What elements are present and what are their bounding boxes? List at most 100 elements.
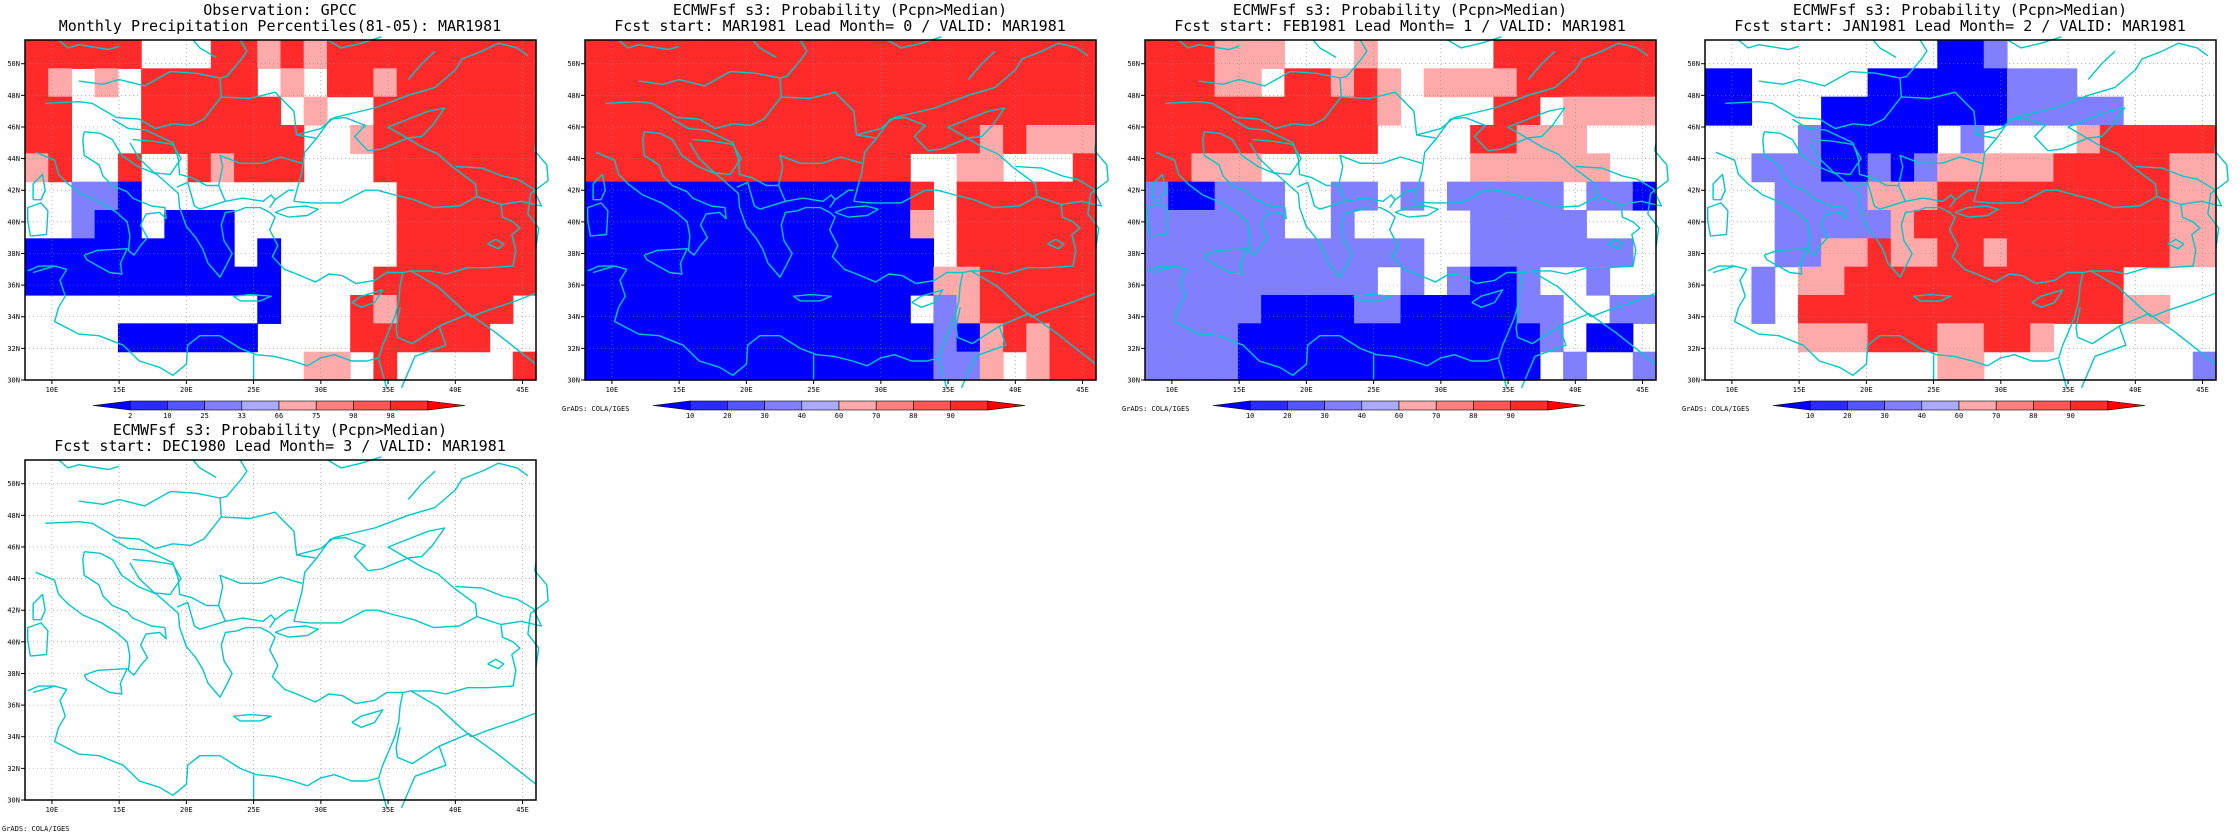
grid-cell [1377, 295, 1402, 324]
grid-cell [1960, 295, 1985, 324]
grid-cell [840, 68, 865, 98]
grads-credit: GrADS: COLA/IGES [2, 825, 70, 833]
grid-cell [1867, 295, 1892, 324]
grid-cell [654, 295, 679, 324]
grid-cell [1705, 68, 1729, 98]
map-canvas: 10E 15E 20E 25E 30E 35E 40E 45E 30N 32N 34N 36N 38N 4… [7, 36, 549, 420]
grid-cell [886, 153, 911, 183]
grid-cell [512, 351, 537, 381]
grid-cell [373, 295, 398, 324]
grid-cell [419, 153, 444, 183]
grid-cell [1937, 210, 1962, 239]
grid-cell [701, 295, 725, 324]
grid-cell [585, 238, 609, 268]
colorbar-label: 10 [1246, 412, 1254, 420]
grid-cell [747, 40, 772, 69]
grid-cell [1237, 295, 1262, 324]
grid-cell [1516, 295, 1541, 324]
grid-cell [48, 40, 73, 69]
colorbar: 10 20 30 40 60 70 80 90 [1772, 400, 2146, 420]
grid-cell [677, 266, 702, 296]
grid-cell [608, 181, 633, 211]
grid-cell [2053, 210, 2078, 239]
grid-cell [396, 210, 421, 239]
grid-cell [94, 181, 119, 211]
grid-cell [1470, 68, 1495, 98]
grid-cell [701, 210, 725, 239]
grid-cell [1168, 238, 1193, 268]
grid-cell [512, 68, 537, 98]
grid-cell [1423, 295, 1448, 324]
lat-tick-label: 32N [7, 345, 20, 353]
grid-cell [466, 68, 491, 98]
lat-tick-label: 36N [567, 282, 580, 290]
grid-cell [1026, 181, 1051, 211]
grid-cell [1586, 181, 1611, 211]
grid-cell [933, 266, 958, 296]
grid-cell [1003, 210, 1027, 239]
grid-cell [1890, 210, 1915, 239]
grid-cell [1214, 238, 1239, 268]
shaded-grid [1145, 40, 1657, 381]
lat-tick-label: 40N [567, 218, 580, 226]
grid-cell [1890, 295, 1915, 324]
grid-cell [724, 323, 749, 353]
grid-cell [1493, 125, 1518, 154]
grid-cell [117, 210, 142, 239]
grid-cell [1330, 351, 1355, 381]
coastlines [1707, 36, 2229, 389]
grid-cell [840, 40, 865, 69]
grid-cell [1072, 68, 1097, 98]
lat-tick-label: 50N [7, 60, 20, 68]
grid-cell [1261, 323, 1285, 353]
grid-cell [1586, 266, 1611, 296]
grid-cell [1049, 295, 1074, 324]
grid-cell [1072, 40, 1097, 69]
grid-cell [1261, 295, 1285, 324]
grid-cell [257, 266, 282, 296]
grid-cell [1914, 323, 1938, 353]
lat-tick-label: 46N [1127, 123, 1140, 131]
grid-cell [1516, 40, 1541, 69]
grid-cell [863, 323, 888, 353]
grid-cell [1284, 68, 1309, 98]
grid-cell [747, 153, 772, 183]
grid-cell [1539, 238, 1564, 268]
grid-cell [2030, 153, 2055, 183]
colorbar-swatch [1809, 400, 1848, 411]
grid-cell [1237, 40, 1262, 69]
grid-cell [1983, 323, 2008, 353]
grid-cell [1539, 295, 1564, 324]
grid-cell [701, 153, 725, 183]
grid-cell [2123, 210, 2147, 239]
grid-cell [817, 125, 842, 154]
grid-cell [164, 238, 189, 268]
grid-cell [373, 351, 398, 381]
grid-cell [979, 351, 1004, 381]
grid-cell [1844, 96, 1869, 126]
grid-cell [1867, 266, 1892, 296]
grid-cell [1470, 323, 1495, 353]
lon-tick-label: 35E [382, 806, 395, 814]
grid-cell [489, 153, 514, 183]
grid-cell [2053, 238, 2078, 268]
grid-cell [1049, 266, 1074, 296]
grid-cell [654, 40, 679, 69]
grid-cell [747, 238, 772, 268]
grid-cell [94, 40, 119, 69]
lon-tick-label: 10E [1166, 386, 1179, 394]
grid-cell [1330, 68, 1355, 98]
grid-cell [1914, 68, 1938, 98]
grid-cell [419, 125, 444, 154]
grid-cell [1191, 153, 1216, 183]
grid-cell [794, 323, 818, 353]
lon-tick-label: 35E [942, 386, 955, 394]
grid-cell [466, 323, 491, 353]
grid-cell [794, 351, 818, 381]
grid-cell [1983, 40, 2008, 69]
lon-tick-label: 10E [46, 806, 59, 814]
grid-cell [234, 125, 258, 154]
grid-cell [608, 153, 633, 183]
lon-tick-label: 20E [1860, 386, 1873, 394]
grid-cell [187, 125, 212, 154]
